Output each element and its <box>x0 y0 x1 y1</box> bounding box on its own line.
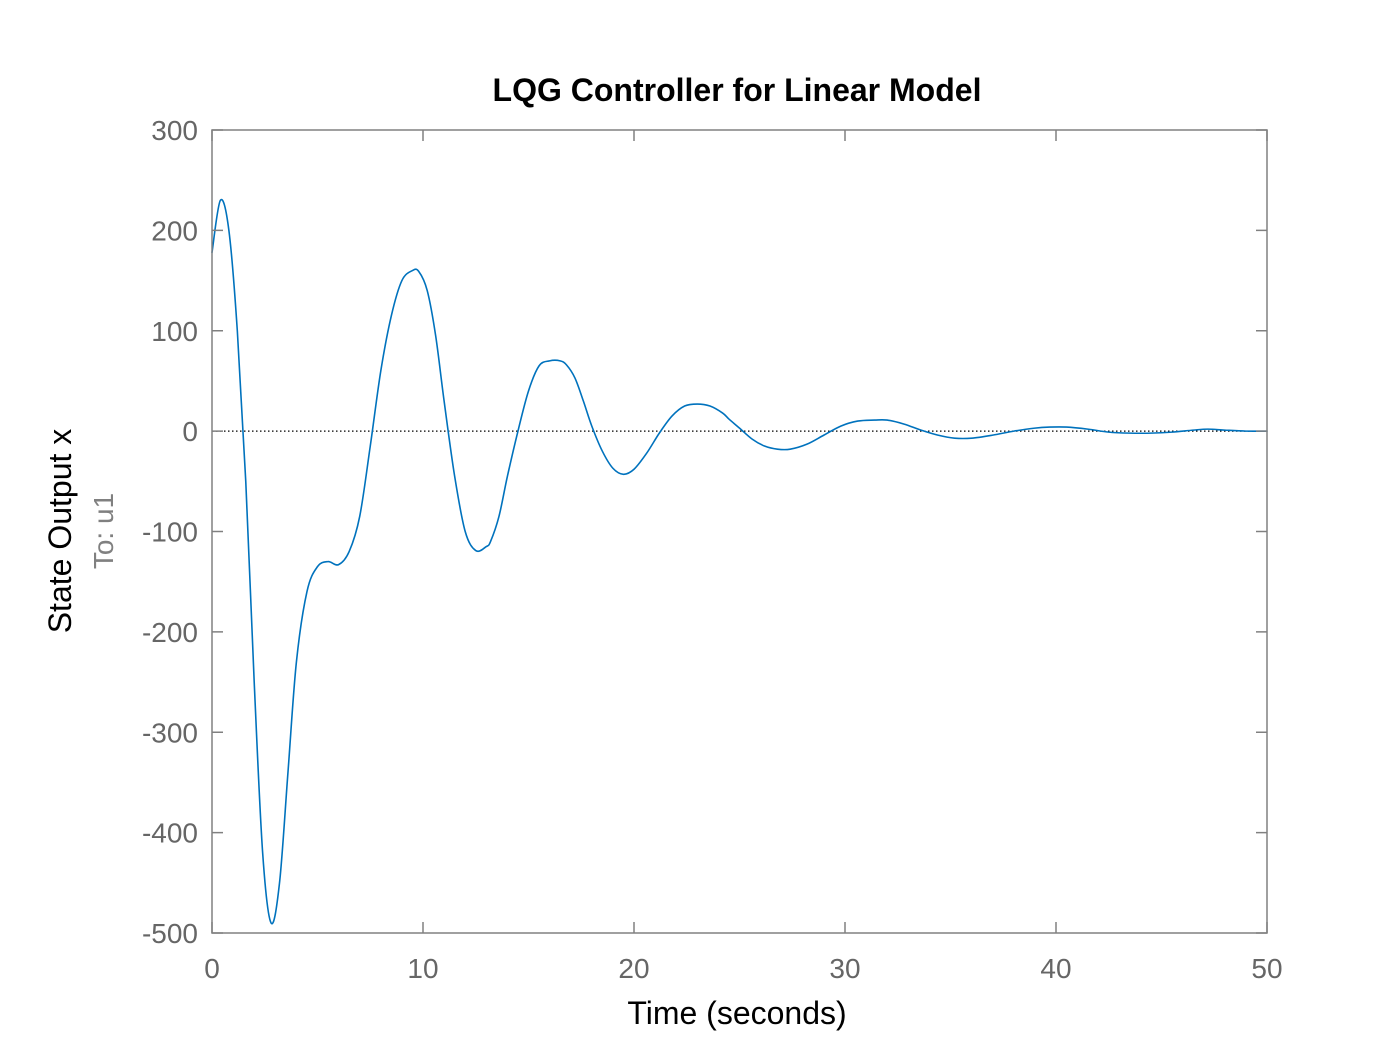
x-tick-label: 10 <box>407 953 438 984</box>
y-axis-label: State Output x <box>42 429 78 634</box>
x-tick-label: 40 <box>1040 953 1071 984</box>
y-tick-label: 0 <box>182 416 198 447</box>
series-line-0 <box>211 198 1268 925</box>
x-tick-label: 20 <box>618 953 649 984</box>
y-tick-label: -100 <box>142 517 198 548</box>
plot-area <box>212 130 1267 933</box>
x-tick-label: 50 <box>1251 953 1282 984</box>
y-tick-label: -400 <box>142 818 198 849</box>
y-tick-label: -500 <box>142 918 198 949</box>
y-tick-label: -300 <box>142 717 198 748</box>
y-tick-label: -200 <box>142 617 198 648</box>
y-tick-label: 100 <box>151 316 198 347</box>
y-tick-label: 300 <box>151 115 198 146</box>
y-tick-label: 200 <box>151 215 198 246</box>
y-axis-sublabel: To: u1 <box>88 493 119 569</box>
chart-title: LQG Controller for Linear Model <box>493 72 982 108</box>
x-axis-label: Time (seconds) <box>627 995 846 1031</box>
x-tick-label: 0 <box>204 953 220 984</box>
x-tick-label: 30 <box>829 953 860 984</box>
